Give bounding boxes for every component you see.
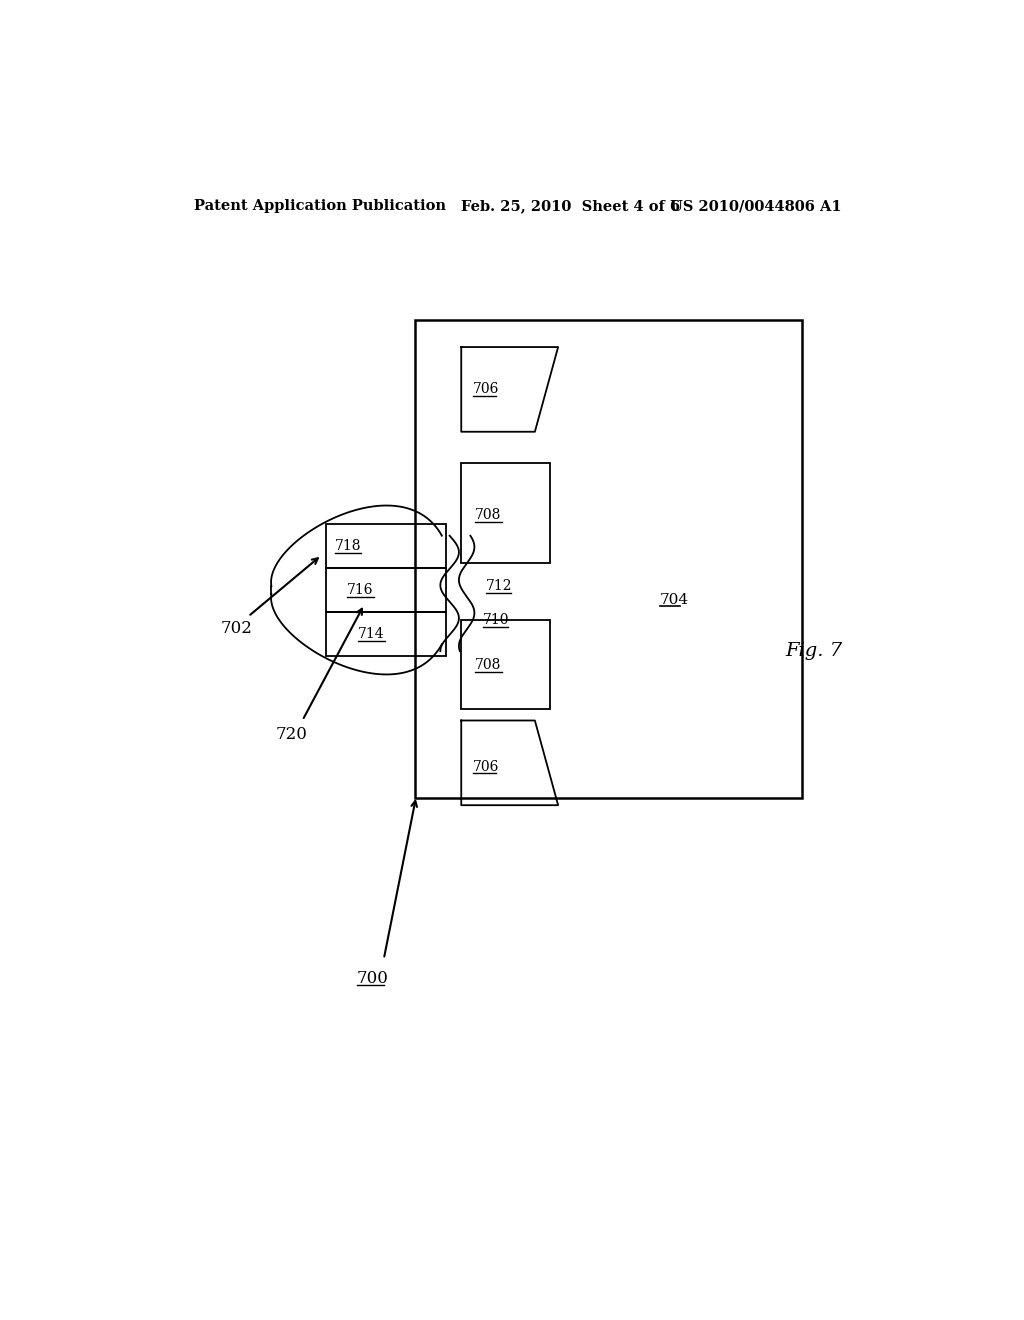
Text: 702: 702 — [221, 619, 253, 636]
Text: Feb. 25, 2010  Sheet 4 of 6: Feb. 25, 2010 Sheet 4 of 6 — [461, 199, 680, 213]
Text: 708: 708 — [475, 659, 502, 672]
Bar — [461, 462, 550, 562]
Text: 712: 712 — [486, 578, 513, 593]
Text: 720: 720 — [275, 726, 307, 743]
Text: 714: 714 — [358, 627, 385, 642]
Text: US 2010/0044806 A1: US 2010/0044806 A1 — [671, 199, 842, 213]
Bar — [326, 524, 445, 568]
Text: 706: 706 — [473, 383, 500, 396]
Text: 704: 704 — [659, 594, 689, 607]
Bar — [461, 620, 550, 709]
Text: 710: 710 — [483, 614, 510, 627]
Text: Patent Application Publication: Patent Application Publication — [194, 199, 445, 213]
Text: 700: 700 — [356, 970, 388, 987]
Text: 708: 708 — [475, 508, 502, 521]
Bar — [326, 568, 445, 612]
Text: Fig. 7: Fig. 7 — [785, 643, 843, 660]
Bar — [326, 612, 445, 656]
Text: 716: 716 — [347, 583, 374, 597]
Text: 706: 706 — [473, 760, 500, 774]
Text: 718: 718 — [335, 539, 361, 553]
